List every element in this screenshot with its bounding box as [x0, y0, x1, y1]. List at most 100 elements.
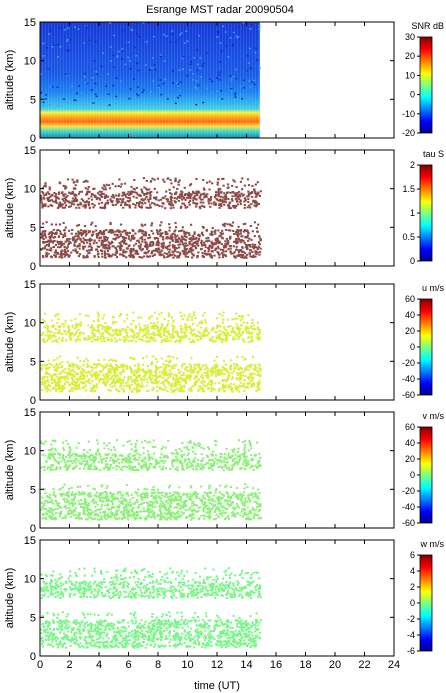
data-cell — [99, 370, 102, 373]
data-cell — [237, 251, 241, 254]
data-cell — [156, 325, 159, 328]
data-cell — [144, 334, 147, 337]
data-cell — [200, 334, 203, 337]
data-cell — [247, 327, 251, 330]
data-cell — [109, 254, 112, 257]
data-cell — [207, 461, 210, 464]
data-cell — [86, 371, 89, 374]
data-cell — [81, 372, 84, 375]
data-cell — [99, 455, 102, 458]
data-cell — [77, 335, 80, 338]
data-cell — [111, 453, 114, 456]
data-cell — [87, 324, 90, 327]
data-cell — [134, 442, 137, 445]
data-cell — [127, 335, 130, 338]
data-cell — [115, 465, 118, 468]
data-cell — [191, 510, 194, 513]
data-cell — [162, 363, 165, 366]
data-cell — [248, 441, 251, 444]
data-cell — [174, 226, 178, 229]
data-cell — [190, 256, 194, 259]
data-cell — [67, 327, 70, 330]
data-cell — [220, 236, 224, 239]
data-cell — [108, 187, 112, 190]
data-cell — [161, 370, 164, 373]
data-cell — [99, 194, 103, 197]
data-cell — [223, 331, 226, 334]
data-cell — [77, 192, 81, 195]
data-cell — [55, 313, 59, 316]
data-cell — [254, 453, 257, 456]
data-cell — [105, 196, 108, 199]
data-cell — [246, 462, 249, 465]
data-cell — [44, 381, 47, 384]
data-cell — [240, 241, 243, 244]
data-cell — [114, 340, 117, 343]
data-cell — [187, 374, 191, 377]
data-cell — [171, 458, 174, 461]
data-cell — [240, 315, 243, 318]
data-cell — [139, 316, 143, 319]
data-cell — [206, 367, 210, 370]
data-cell — [67, 191, 71, 194]
data-cell — [108, 327, 112, 330]
data-cell — [80, 373, 83, 376]
data-cell — [250, 238, 253, 241]
data-cell — [93, 239, 96, 242]
data-cell — [166, 373, 170, 376]
data-cell — [58, 372, 61, 375]
data-cell — [224, 363, 227, 366]
data-cell — [210, 466, 213, 469]
data-cell — [225, 384, 228, 387]
data-cell — [223, 200, 226, 203]
data-cell — [109, 389, 112, 392]
data-cell — [54, 508, 57, 511]
data-cell — [236, 372, 239, 375]
data-cell — [248, 500, 251, 503]
data-cell — [53, 448, 56, 451]
data-cell — [103, 358, 106, 361]
data-cell — [101, 239, 104, 242]
data-cell — [130, 448, 133, 451]
data-cell — [211, 335, 214, 338]
data-cell — [196, 334, 199, 337]
data-cell — [66, 178, 70, 181]
data-cell — [212, 450, 215, 453]
data-cell — [54, 339, 57, 342]
data-cell — [128, 197, 131, 200]
data-cell — [128, 366, 132, 369]
data-cell — [91, 375, 94, 378]
data-cell — [160, 468, 163, 471]
data-cell — [47, 380, 50, 383]
data-cell — [164, 379, 168, 382]
data-cell — [225, 332, 228, 335]
data-cell — [169, 207, 172, 210]
data-cell — [100, 370, 103, 373]
data-cell — [100, 496, 103, 499]
data-cell — [236, 203, 239, 206]
data-cell — [165, 324, 169, 327]
data-cell — [84, 179, 88, 182]
data-cell — [155, 382, 158, 385]
data-cell — [169, 387, 173, 390]
data-cell — [121, 230, 124, 233]
data-cell — [247, 190, 250, 193]
data-cell — [247, 239, 250, 242]
data-cell — [232, 179, 235, 182]
data-cell — [188, 460, 191, 463]
data-cell — [171, 334, 175, 337]
data-cell — [137, 371, 140, 374]
data-cell — [97, 255, 100, 258]
data-cell — [189, 375, 193, 378]
data-cell — [137, 376, 141, 379]
colorbar-tick-label: 0 — [410, 90, 415, 100]
data-cell — [174, 238, 177, 241]
data-cell — [234, 364, 237, 367]
data-cell — [85, 389, 88, 392]
data-cell — [159, 456, 162, 459]
data-cell — [209, 370, 212, 373]
data-cell — [213, 364, 216, 367]
data-cell — [233, 194, 237, 197]
data-cell — [118, 390, 121, 393]
data-cell — [207, 248, 211, 251]
